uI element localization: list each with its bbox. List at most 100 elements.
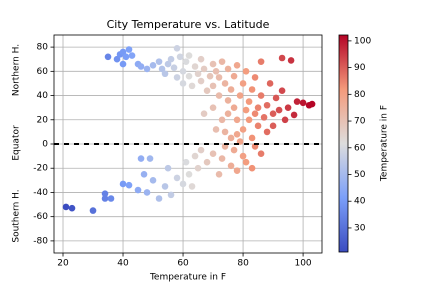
point [290,111,298,119]
point [224,110,232,118]
point [257,150,265,157]
point [143,189,151,196]
point [230,72,238,80]
point [149,61,157,69]
point [119,180,127,188]
point [269,110,277,118]
point [101,195,109,202]
point [278,87,286,95]
point [272,94,280,102]
y-tick-label: 20 [37,115,49,125]
point [257,58,265,65]
point [107,195,115,202]
x-tick-label: 40 [117,259,129,269]
chart-title: City Temperature vs. Latitude [107,18,270,31]
point [164,164,172,172]
y-tick-label: -60 [33,212,48,222]
point [308,100,316,108]
point [233,167,241,174]
point [242,106,250,114]
point [62,203,70,211]
point [146,155,154,162]
point [281,116,289,124]
x-tick-label: 80 [237,259,249,269]
point [239,126,247,133]
point [218,116,226,124]
y-tick-label: -20 [33,164,48,174]
point [155,195,163,202]
point [242,158,250,166]
point [140,170,148,178]
point [254,122,262,130]
point [197,146,205,154]
point [197,55,205,63]
point [206,72,214,80]
point [182,58,190,65]
point [119,48,127,56]
point [227,86,235,93]
point [212,68,220,75]
point [89,207,97,214]
point [155,58,163,65]
point [170,64,178,71]
point [209,82,217,90]
point [176,53,184,61]
point [200,110,208,118]
colorbar-tick-label: 100 [354,36,371,46]
point [104,53,112,61]
point [233,131,241,138]
point [293,98,301,105]
point [224,65,232,73]
point [248,134,256,142]
point [227,134,235,142]
point [158,65,166,73]
point [209,104,217,111]
point [125,46,133,53]
point [215,170,223,178]
point [191,63,199,70]
point [188,183,196,190]
point [188,82,196,90]
point [143,65,151,73]
point [251,74,259,81]
point [239,152,247,160]
point [185,72,193,80]
point [185,170,193,178]
colorbar-tick-label: 50 [354,170,366,180]
point [197,77,205,85]
point [125,181,133,189]
colorbar-tick-label: 80 [354,90,366,100]
point [137,155,145,162]
colorbar-tick-label: 30 [354,223,366,233]
point [122,53,130,61]
point [167,55,175,63]
point [200,65,208,73]
point [218,58,226,65]
y-tick-label: 40 [37,91,49,101]
point [203,87,211,95]
point [233,61,241,69]
annotation: Northern H. [12,44,22,96]
point [161,183,169,190]
point [191,152,199,160]
y-tick-label: 60 [37,67,49,77]
point [254,104,262,111]
point [224,97,232,104]
colorbar-tick-label: 90 [354,63,366,73]
y-tick-label: 0 [42,140,48,150]
point [164,60,172,68]
point [212,126,220,133]
point [248,164,256,172]
point [230,146,238,154]
point [215,92,223,99]
point [194,164,202,172]
point [221,80,229,87]
point [173,174,181,182]
point [134,186,142,194]
point [278,54,286,62]
plot-frame [53,34,323,254]
point [263,128,271,136]
point [161,70,169,78]
x-tick-label: 100 [294,259,311,269]
point [251,110,259,118]
